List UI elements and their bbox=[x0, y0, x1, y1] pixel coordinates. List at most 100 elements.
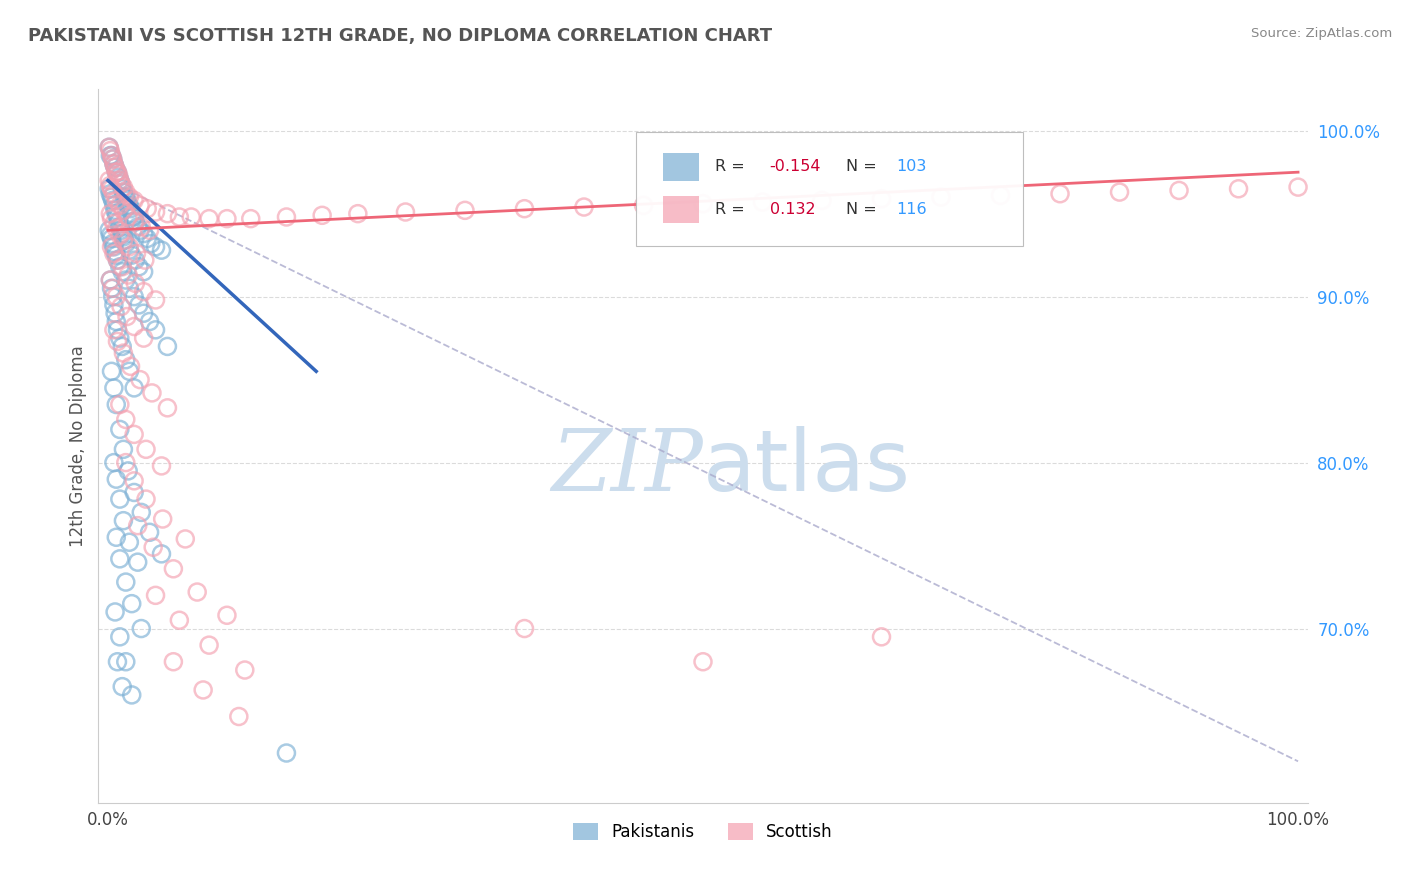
Point bbox=[107, 323, 129, 337]
Point bbox=[112, 514, 135, 528]
Point bbox=[105, 290, 128, 304]
Point bbox=[104, 306, 127, 320]
Point bbox=[108, 260, 131, 274]
Point bbox=[121, 597, 143, 611]
Point bbox=[117, 198, 139, 212]
Point bbox=[118, 535, 141, 549]
Point bbox=[142, 540, 165, 554]
Point bbox=[100, 148, 122, 162]
Point bbox=[103, 323, 125, 337]
Point bbox=[513, 622, 536, 636]
Point bbox=[114, 185, 136, 199]
Point bbox=[107, 253, 129, 268]
Point bbox=[105, 314, 128, 328]
Point bbox=[107, 169, 129, 183]
Y-axis label: 12th Grade, No Diploma: 12th Grade, No Diploma bbox=[69, 345, 87, 547]
Point bbox=[98, 178, 121, 193]
Point bbox=[117, 210, 139, 224]
Point bbox=[169, 613, 191, 627]
Point bbox=[103, 381, 125, 395]
Point bbox=[108, 228, 131, 243]
Point bbox=[100, 364, 122, 378]
Point bbox=[132, 265, 155, 279]
Point bbox=[98, 223, 121, 237]
Point bbox=[111, 227, 134, 241]
Point bbox=[228, 709, 250, 723]
Point bbox=[124, 277, 146, 291]
Point bbox=[311, 208, 333, 222]
Point bbox=[118, 281, 141, 295]
Point bbox=[114, 412, 136, 426]
Point bbox=[276, 210, 298, 224]
Point bbox=[103, 246, 125, 260]
Point bbox=[108, 198, 131, 212]
Point bbox=[870, 630, 893, 644]
Point bbox=[120, 359, 142, 374]
Point bbox=[122, 485, 145, 500]
Point bbox=[111, 260, 134, 274]
Point bbox=[98, 207, 121, 221]
Point bbox=[104, 203, 127, 218]
Point bbox=[101, 236, 124, 251]
Point bbox=[103, 186, 125, 201]
Point bbox=[107, 655, 129, 669]
Text: R =: R = bbox=[716, 159, 749, 174]
Point bbox=[990, 188, 1012, 202]
Text: ZIP: ZIP bbox=[551, 426, 703, 508]
Point bbox=[138, 314, 160, 328]
Point bbox=[129, 505, 152, 519]
Point bbox=[811, 194, 834, 208]
Text: PAKISTANI VS SCOTTISH 12TH GRADE, NO DIPLOMA CORRELATION CHART: PAKISTANI VS SCOTTISH 12TH GRADE, NO DIP… bbox=[28, 27, 772, 45]
Point bbox=[1227, 182, 1250, 196]
Point bbox=[122, 319, 145, 334]
Point bbox=[191, 682, 214, 697]
Point bbox=[118, 240, 141, 254]
FancyBboxPatch shape bbox=[664, 153, 699, 180]
Text: R =: R = bbox=[716, 202, 749, 217]
Point bbox=[114, 190, 136, 204]
Point bbox=[122, 194, 145, 208]
Point bbox=[136, 202, 159, 216]
Point bbox=[101, 290, 124, 304]
Point bbox=[118, 198, 141, 212]
Point bbox=[114, 456, 136, 470]
Point bbox=[108, 552, 131, 566]
Point bbox=[141, 385, 163, 400]
Point bbox=[174, 532, 197, 546]
Point bbox=[98, 273, 121, 287]
Point bbox=[121, 207, 143, 221]
Point bbox=[100, 231, 122, 245]
Point bbox=[98, 273, 121, 287]
Point bbox=[98, 186, 121, 201]
Point bbox=[103, 456, 125, 470]
Point bbox=[112, 230, 135, 244]
Point bbox=[152, 512, 174, 526]
Point bbox=[105, 472, 128, 486]
Point bbox=[112, 233, 135, 247]
Point bbox=[105, 194, 128, 208]
Point bbox=[98, 182, 121, 196]
Point bbox=[115, 310, 138, 324]
Point bbox=[215, 608, 238, 623]
Point bbox=[347, 207, 370, 221]
Text: 103: 103 bbox=[897, 159, 927, 174]
FancyBboxPatch shape bbox=[664, 196, 699, 223]
Point bbox=[110, 223, 132, 237]
Point bbox=[111, 680, 134, 694]
Point bbox=[112, 203, 135, 218]
Point bbox=[198, 638, 221, 652]
Point bbox=[105, 221, 128, 235]
Point bbox=[156, 207, 179, 221]
Point bbox=[112, 185, 135, 199]
Point bbox=[114, 273, 136, 287]
Point bbox=[145, 293, 167, 307]
Point bbox=[103, 298, 125, 312]
Point bbox=[114, 233, 136, 247]
Point bbox=[118, 190, 141, 204]
Point bbox=[122, 215, 145, 229]
Point bbox=[127, 219, 149, 234]
Point bbox=[162, 562, 184, 576]
Point bbox=[124, 215, 146, 229]
Point bbox=[156, 339, 179, 353]
Point bbox=[128, 260, 150, 274]
